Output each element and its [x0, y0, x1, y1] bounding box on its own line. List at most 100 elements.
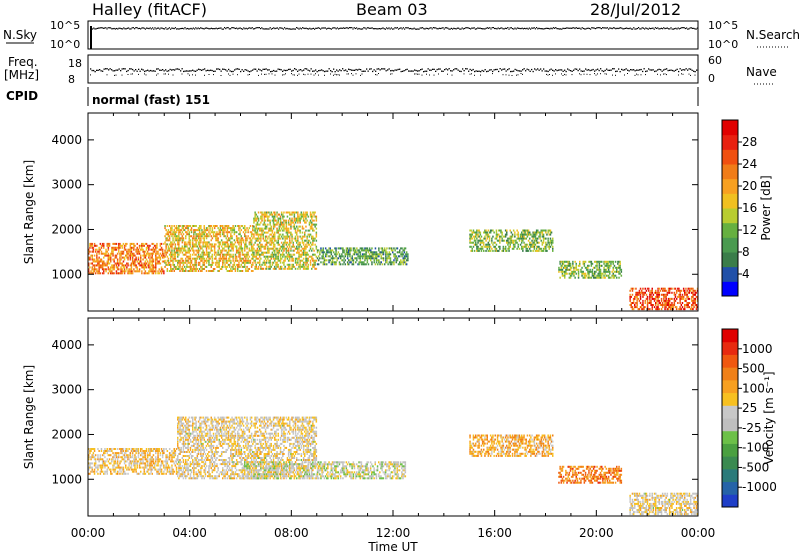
rti-cell: [143, 472, 145, 475]
rti-cell: [343, 251, 345, 254]
rti-cell: [209, 461, 211, 464]
rti-cell: [119, 260, 121, 263]
rti-cell: [89, 246, 91, 249]
rti-cell: [290, 247, 292, 250]
rti-cell: [680, 304, 683, 306]
rti-cell: [543, 247, 546, 250]
rti-cell: [665, 306, 667, 309]
rti-cell: [185, 257, 187, 260]
date-title: 28/Jul/2012: [590, 0, 681, 19]
rti-cell: [255, 265, 257, 268]
rti-cell: [140, 254, 142, 257]
rti-cell: [388, 247, 391, 250]
rti-cell: [187, 241, 189, 244]
rti-cell: [137, 252, 140, 255]
rti-cell: [194, 467, 196, 470]
rti-cell: [237, 270, 239, 272]
rti-cell: [213, 235, 216, 238]
rti-cell: [189, 465, 192, 468]
rti-cell: [159, 252, 162, 255]
rti-cell: [267, 249, 269, 252]
rti-cell: [255, 239, 257, 242]
rti-cell: [255, 231, 257, 234]
rti-cell: [655, 302, 657, 304]
rti-cell: [239, 259, 241, 262]
rti-cell: [90, 262, 92, 265]
rti-cell: [122, 264, 125, 267]
rti-cell: [189, 420, 192, 423]
rti-cell: [276, 263, 278, 266]
rti-cell: [610, 276, 612, 279]
rti-cell: [166, 233, 169, 236]
rti-cell: [249, 241, 252, 244]
rti-cell: [207, 457, 209, 459]
rti-cell: [133, 468, 135, 471]
rti-cell: [238, 255, 240, 258]
rti-cell: [107, 466, 110, 469]
rti-cell: [524, 245, 526, 248]
rti-cell: [180, 467, 182, 470]
rti-cell: [472, 229, 475, 232]
rti-cell: [170, 243, 172, 246]
rti-cell: [148, 244, 150, 247]
rti-cell: [652, 293, 655, 296]
rti-cell: [97, 258, 99, 261]
rti-cell: [314, 253, 316, 256]
rti-cell: [116, 448, 119, 450]
rti-cell: [189, 270, 192, 272]
rti-cell: [129, 248, 132, 251]
rti-cell: [298, 265, 300, 268]
rti-cell: [275, 257, 277, 260]
rti-cell: [200, 453, 202, 455]
rti-cell: [312, 211, 314, 214]
rti-cell: [481, 241, 484, 244]
rti-cell: [311, 255, 313, 258]
rti-cell: [129, 462, 132, 465]
rti-cell: [210, 270, 212, 272]
rti-cell: [182, 473, 185, 476]
rti-cell: [131, 256, 134, 259]
rti-cell: [685, 304, 687, 306]
rti-cell: [233, 233, 236, 236]
rti-cell: [167, 470, 170, 473]
rti-cell: [559, 268, 561, 271]
rti-cell: [101, 470, 104, 473]
rti-cell: [386, 251, 388, 254]
rti-cell: [183, 253, 186, 256]
rti-cell: [290, 231, 292, 234]
rti-cell: [204, 463, 207, 466]
rti-cell: [194, 442, 196, 445]
rti-cell: [504, 235, 507, 238]
rti-cell: [284, 241, 286, 244]
rti-cell: [679, 297, 681, 300]
rti-cell: [562, 274, 565, 277]
rti-cell: [212, 245, 215, 248]
rti-cell: [188, 241, 190, 244]
rti-cell: [366, 247, 369, 250]
rti-cell: [208, 465, 210, 468]
rti-cell: [312, 265, 314, 268]
rti-cell: [159, 458, 162, 461]
rti-cell: [150, 470, 152, 473]
rti-cell: [230, 237, 232, 240]
rti-cell: [94, 268, 97, 271]
rti-cell: [254, 213, 256, 216]
rti-cell: [568, 272, 571, 275]
rti-cell: [220, 225, 223, 227]
rti-cell: [257, 243, 260, 246]
rti-cell: [153, 466, 156, 469]
rti-cell: [178, 416, 180, 419]
rti-cell: [167, 249, 170, 252]
rti-cell: [152, 250, 155, 253]
rti-cell: [581, 266, 583, 269]
rti-cell: [261, 263, 263, 266]
rti-cell: [127, 264, 129, 267]
rti-cell: [636, 291, 638, 294]
rti-cell: [175, 249, 178, 252]
rti-cell: [238, 233, 240, 236]
rti-cell: [208, 251, 210, 254]
rti-cell: [298, 251, 300, 254]
rti-cell: [588, 260, 590, 263]
rti-cell: [296, 231, 298, 234]
rti-cell: [486, 233, 488, 236]
